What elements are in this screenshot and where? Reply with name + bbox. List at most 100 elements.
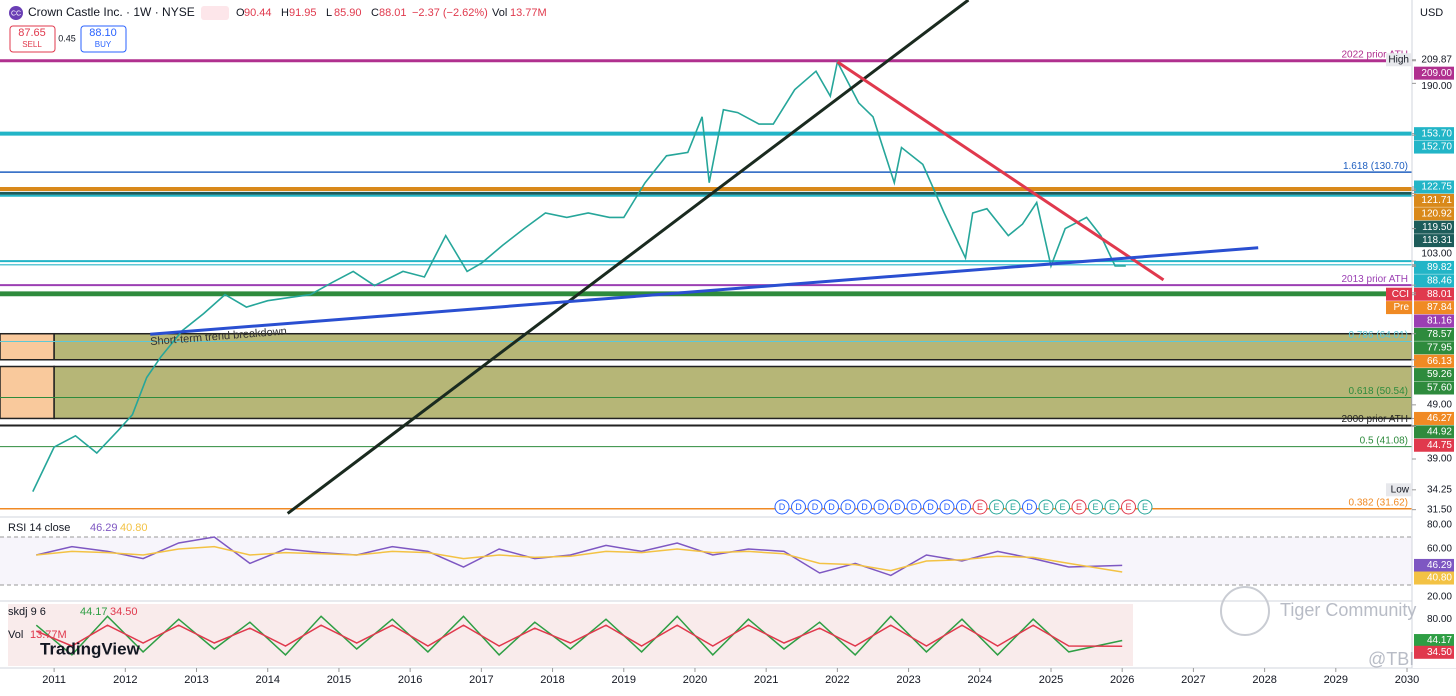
event-label: D [1026, 502, 1033, 512]
price-label: 121.71 [1421, 195, 1452, 206]
price-tag-name: CCI [1392, 289, 1409, 300]
event-marker [939, 499, 955, 515]
price-label: 87.84 [1427, 302, 1452, 313]
indicator-title: RSI 14 close [8, 522, 70, 534]
indicator-tag-bg [1414, 645, 1454, 659]
price-tag-bg [1414, 127, 1454, 141]
event-label: D [779, 502, 786, 512]
price-label: 31.50 [1427, 504, 1452, 515]
rsi-band [0, 536, 1412, 585]
event-marker [1088, 499, 1103, 515]
x-tick-label: 2023 [896, 674, 920, 686]
level-label: 0.786 (64.01) [1349, 330, 1409, 341]
indicator-value: 46.29 [90, 522, 118, 534]
price-tag-name: Low [1391, 484, 1410, 495]
tradingview-logo: TradingView [40, 639, 141, 658]
ohlc-key: C [371, 7, 379, 19]
level-label: 0.382 (31.62) [1349, 497, 1409, 508]
event-marker [774, 499, 790, 515]
event-label: E [1076, 502, 1082, 512]
event-label: E [1125, 502, 1131, 512]
indicator-tag: 46.29 [1427, 560, 1452, 571]
ohlc-key: H [281, 7, 289, 19]
level-label: 2022 prior ATH [1341, 49, 1408, 60]
ohlc-key: O [236, 7, 245, 19]
price-tag-bg [1414, 220, 1454, 234]
price-label: 88.46 [1427, 275, 1452, 286]
price-axis: 209.87 High 209.00 190.00 153.70 152.70 122.75… [1386, 53, 1454, 661]
currency[interactable]: USD [1420, 7, 1443, 19]
indicator-value: 44.17 [80, 606, 108, 618]
trend-line [150, 246, 1259, 336]
event-label: D [878, 502, 885, 512]
price-label: 103.00 [1421, 249, 1452, 260]
buy-button[interactable] [80, 25, 127, 53]
indicator-panes: RSI 14 close 46.29 40.80 skdj 9 6 44.17 34.50… [0, 522, 1416, 666]
event-label: E [993, 502, 999, 512]
symbol[interactable]: Crown Castle Inc. · 1W · NYSE [28, 5, 195, 19]
event-label: D [960, 502, 967, 512]
price-tag-name-bg [1386, 53, 1412, 67]
event-marker [1055, 499, 1070, 515]
event-marker [824, 499, 839, 515]
price-tag-bg [1414, 301, 1454, 315]
zone [53, 365, 1413, 420]
event-marker [956, 499, 971, 515]
indicator-tag-bg [1414, 558, 1454, 572]
zone-left [0, 332, 55, 361]
community-logo [1220, 586, 1270, 636]
change: −2.37 (−2.62%) [412, 7, 488, 19]
price-label: 46.27 [1427, 413, 1452, 424]
ohlc-key: L [326, 7, 332, 19]
price-tag-bg [1414, 287, 1454, 301]
x-tick-label: 2015 [327, 674, 351, 686]
indicator-line [36, 545, 1123, 573]
event-marker [1071, 499, 1087, 515]
event-marker [989, 499, 1004, 515]
price-label: 118.31 [1422, 235, 1452, 246]
level-label: 2013 prior ATH [1341, 274, 1408, 285]
event-label: D [927, 502, 934, 512]
x-tick-label: 2027 [1181, 674, 1205, 686]
x-tick-label: 2025 [1039, 674, 1063, 686]
time-axis: 2011 2012 2013 2014 2015 2016 2017 2018 2019 2020… [42, 668, 1419, 686]
x-tick-label: 2012 [113, 674, 137, 686]
price-tag-name-bg [1386, 287, 1412, 301]
event-marker [1022, 499, 1037, 515]
indicator-value: 40.80 [120, 522, 148, 534]
ohlc-value: 85.90 [334, 7, 362, 19]
buy-label: BUY [95, 40, 112, 49]
level-label: 0.618 (50.54) [1349, 386, 1409, 397]
trend-line [836, 60, 1165, 282]
event-marker [1104, 499, 1120, 515]
price-label: 88.01 [1427, 289, 1452, 300]
price-label: 119.50 [1422, 222, 1452, 233]
event-label: E [977, 502, 983, 512]
event-label: D [861, 502, 868, 512]
x-tick-label: 2022 [825, 674, 849, 686]
overlay-value: 13.77M [30, 629, 67, 641]
event-marker [1038, 499, 1054, 515]
price-tag-bg [1414, 368, 1454, 382]
skdj-bg [8, 604, 1133, 666]
trend-line [286, 0, 970, 515]
market-status[interactable] [201, 6, 229, 20]
price-tag-bg [1414, 411, 1454, 425]
price-label: 190.00 [1421, 81, 1452, 92]
sell-label: SELL [22, 40, 42, 49]
event-marker [840, 499, 856, 515]
indicator-tag: 34.50 [1427, 647, 1452, 658]
indicator-tag-bg [1414, 634, 1454, 648]
price-label: 34.25 [1427, 484, 1452, 495]
price-label: 77.95 [1427, 342, 1452, 353]
sell-button[interactable] [9, 25, 56, 53]
indicator-title: skdj 9 6 [8, 606, 46, 618]
event-label: E [1059, 502, 1065, 512]
x-tick-label: 2019 [612, 674, 636, 686]
indicator-line [36, 624, 1123, 648]
event-marker [923, 499, 938, 515]
price-tag-name: Pre [1393, 302, 1409, 313]
price-label: 152.70 [1421, 142, 1452, 153]
